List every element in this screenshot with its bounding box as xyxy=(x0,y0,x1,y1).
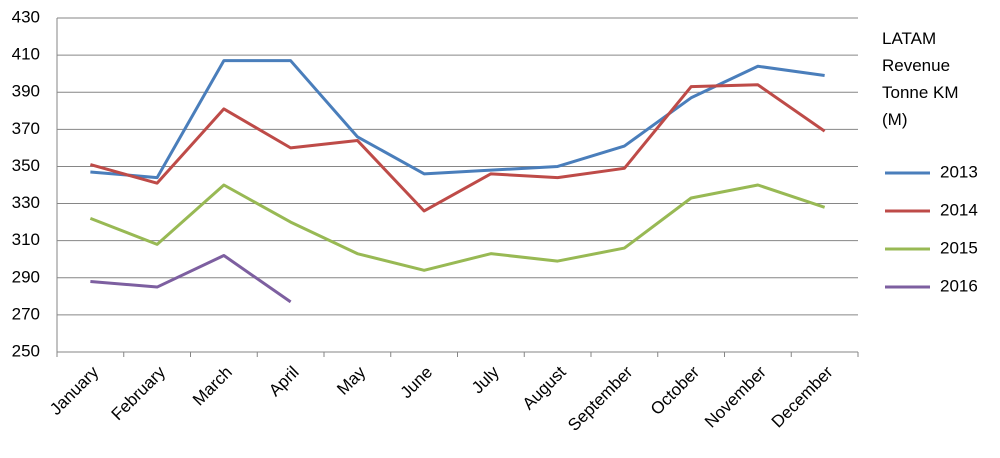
x-tick-label: February xyxy=(108,362,170,424)
legend-label: 2016 xyxy=(940,276,978,295)
x-tick-label: January xyxy=(46,362,103,419)
y-tick-label: 330 xyxy=(12,193,40,212)
series-line xyxy=(90,254,292,304)
y-tick-label: 370 xyxy=(12,119,40,138)
y-tick-label: 270 xyxy=(12,304,40,323)
x-tick-label: July xyxy=(468,362,503,397)
series-line xyxy=(89,183,826,272)
y-tick-label: 310 xyxy=(12,230,40,249)
x-tick-label: December xyxy=(768,362,837,431)
legend-label: 2013 xyxy=(940,162,978,181)
y-tick-label: 290 xyxy=(12,267,40,286)
y-tick-label: 390 xyxy=(12,82,40,101)
chart-title: LATAM Revenue Tonne KM (M) xyxy=(882,29,959,129)
legend-title-box: LATAM Revenue Tonne KM (M) xyxy=(882,29,959,129)
y-tick-label: 350 xyxy=(12,156,40,175)
x-tick-label: March xyxy=(189,363,236,410)
legend-label: 2015 xyxy=(940,238,978,257)
legend-label: 2014 xyxy=(940,200,978,219)
x-tick-label: November xyxy=(701,362,770,431)
x-tick-label: August xyxy=(519,362,570,413)
x-tick-label: October xyxy=(647,362,703,418)
x-tick-label: May xyxy=(333,362,369,398)
x-tick-label: September xyxy=(564,362,636,434)
series-line xyxy=(90,59,825,180)
series-line xyxy=(89,83,826,213)
y-tick-label: 430 xyxy=(12,7,40,26)
y-tick-label: 250 xyxy=(12,341,40,360)
y-tick-label: 410 xyxy=(12,45,40,64)
x-tick-label: June xyxy=(397,363,437,403)
x-tick-label: April xyxy=(265,363,302,400)
